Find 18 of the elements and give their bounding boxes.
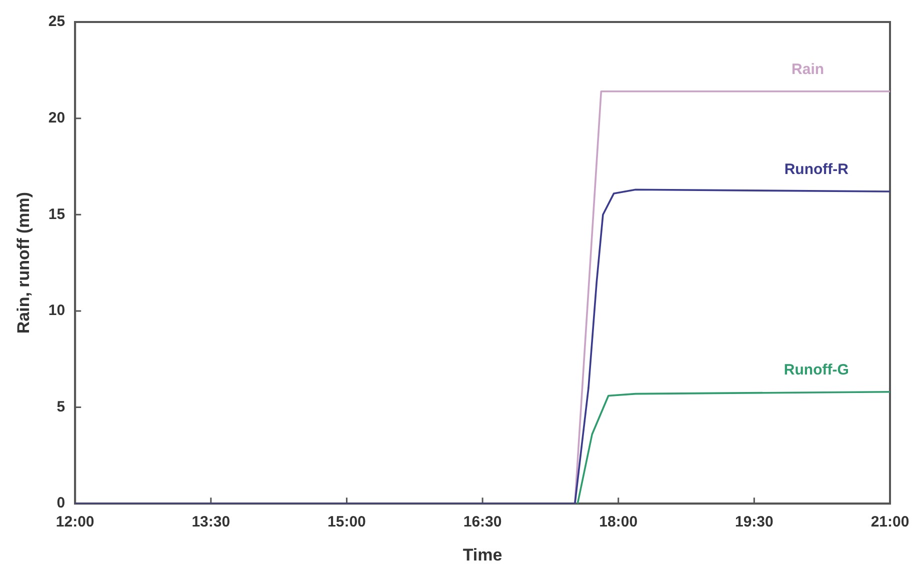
x-axis-title: Time: [462, 545, 502, 564]
y-tick-label: 0: [56, 494, 66, 512]
y-tick-label: 25: [48, 13, 66, 30]
x-tick-label: 18:00: [599, 514, 638, 531]
y-tick-label: 20: [48, 109, 66, 126]
series-label: Rain: [792, 60, 824, 78]
x-tick-label: 19:30: [734, 514, 774, 531]
y-tick-label: 15: [48, 206, 66, 223]
series-label: Runoff-R: [784, 161, 849, 178]
x-tick-label: 13:30: [192, 514, 230, 531]
x-tick-label: 12:00: [56, 514, 94, 531]
x-tick-label: 15:00: [328, 514, 366, 531]
y-tick-label: 10: [48, 302, 66, 320]
y-tick-label: 5: [56, 398, 66, 416]
x-tick-label: 21:00: [870, 514, 910, 531]
series-label: Runoff-G: [784, 362, 849, 379]
y-axis-title: Rain, runoff (mm): [14, 192, 33, 334]
x-tick-label: 16:30: [463, 514, 502, 531]
